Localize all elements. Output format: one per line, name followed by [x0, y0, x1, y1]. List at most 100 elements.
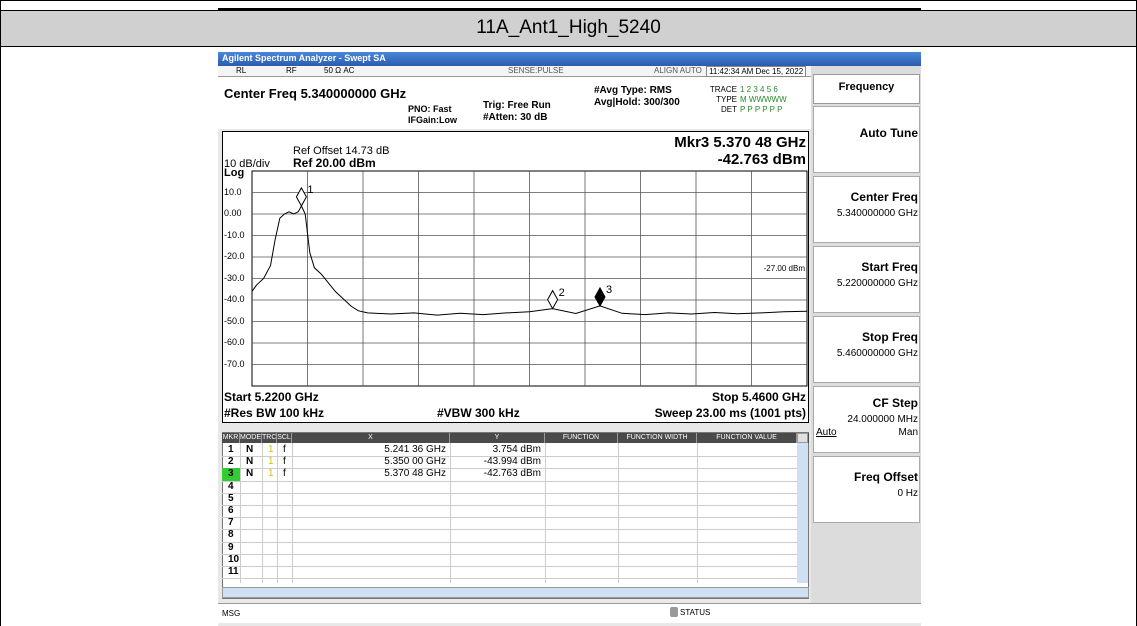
- status[interactable]: STATUS: [680, 608, 711, 617]
- type-label: TYPE: [716, 95, 737, 104]
- table-header-cell: MODE: [240, 433, 262, 443]
- softkey-label[interactable]: CF Step: [872, 396, 918, 410]
- softkey-title-box: [813, 74, 920, 104]
- trace-values: 1 2 3 4 5 6: [740, 85, 778, 94]
- table-column-line: [618, 443, 619, 583]
- softkey-label[interactable]: Start Freq: [861, 260, 918, 274]
- scale: 10 dB/div: [224, 158, 270, 170]
- status-bar: [218, 66, 811, 77]
- table-header-cell: TRC: [262, 433, 277, 443]
- softkey[interactable]: [813, 316, 920, 383]
- table-row-line: [222, 517, 797, 519]
- ref-level: Ref 20.00 dBm: [293, 156, 376, 170]
- table-cell: 1: [268, 468, 274, 480]
- y-tick-label: 10.0: [224, 186, 242, 197]
- selected-marker-cell: [222, 468, 240, 481]
- softkey-value[interactable]: 5.220000000 GHz: [836, 278, 918, 289]
- marker-label: 2: [558, 286, 565, 299]
- document-title: 11A_Ant1_High_5240: [476, 17, 661, 38]
- table-cell: -43.994 dBm: [483, 456, 541, 468]
- softkey-menu-title: Frequency: [838, 81, 895, 93]
- message-bar: [218, 603, 921, 623]
- softkey-label[interactable]: Stop Freq: [862, 330, 918, 344]
- ref-offset: Ref Offset 14.73 dB: [293, 145, 390, 157]
- table-header-cell: MKR: [222, 433, 240, 443]
- status-mode: RL: [236, 66, 247, 75]
- table-column-line: [545, 443, 546, 583]
- softkey-label[interactable]: Center Freq: [850, 190, 918, 204]
- softkey[interactable]: [813, 386, 920, 453]
- type-values: M WWWWW: [740, 95, 787, 104]
- det-label: DET: [721, 105, 737, 114]
- softkey-value[interactable]: 5.460000000 GHz: [836, 348, 918, 359]
- marker: [547, 289, 559, 310]
- softkey-value[interactable]: 5.340000000 GHz: [836, 208, 918, 219]
- y-tick-label: -50.0: [224, 315, 245, 326]
- marker-table-frame: [222, 432, 809, 599]
- table-row-line: [222, 541, 797, 543]
- table-cell: f: [283, 444, 286, 455]
- table-cell: 1: [228, 444, 234, 455]
- table-column-line: [697, 443, 698, 583]
- plot-frame: [222, 131, 809, 423]
- trace-label: TRACE: [709, 85, 737, 94]
- status-rf: RF: [286, 66, 297, 75]
- softkey-value[interactable]: 24.000000 MHz: [847, 414, 918, 425]
- status-impedance: 50 Ω AC: [324, 66, 355, 75]
- softkey[interactable]: [813, 176, 920, 243]
- display-line-label: -27.00 dBm: [763, 264, 805, 274]
- status-sense: SENSE:PULSE: [508, 66, 564, 75]
- softkey-option[interactable]: Man: [898, 427, 918, 438]
- y-tick-label: -60.0: [224, 337, 245, 347]
- softkey[interactable]: [813, 456, 920, 523]
- table-cell: 6: [228, 505, 234, 516]
- header-cell: [0, 10, 1137, 47]
- table-header-cell: X: [292, 433, 450, 443]
- stop-freq: Stop 5.4600 GHz: [711, 390, 806, 404]
- softkey[interactable]: [813, 246, 920, 313]
- trig: Trig: Free Run: [483, 100, 551, 111]
- table-cell: N: [246, 444, 254, 455]
- status-time: 11:42:34 AM Dec 15, 2022: [706, 66, 807, 77]
- table-row-line: [222, 480, 797, 482]
- avg-hold: Avg|Hold: 300/300: [594, 97, 680, 108]
- table-cell: 10: [228, 553, 240, 565]
- table-cell: 9: [228, 541, 234, 553]
- table-row-line: [222, 456, 797, 458]
- table-cell: 2: [228, 456, 234, 468]
- table-cell: -42.763 dBm: [483, 468, 541, 480]
- table-cell: 5.370 48 GHz: [384, 468, 446, 480]
- table-column-line: [277, 443, 278, 583]
- center-freq: Center Freq 5.340000000 GHz: [224, 86, 407, 101]
- vbw: #VBW 300 kHz: [437, 406, 520, 420]
- table-cell: 5: [228, 492, 234, 504]
- table-cell: 4: [228, 480, 234, 492]
- table-header-cell: FUNCTION: [545, 433, 618, 443]
- msg: MSG: [222, 609, 241, 618]
- table-header-cell: FUNCTION WIDTH: [618, 433, 697, 443]
- trace: [251, 204, 808, 316]
- softkey-label[interactable]: Freq Offset: [853, 470, 918, 484]
- scale-type: Log: [224, 167, 245, 179]
- table-header: [222, 433, 809, 443]
- table-header-cell: SCL: [277, 433, 292, 443]
- table-cell: 3: [228, 468, 234, 480]
- scrollbar-h: [222, 587, 809, 598]
- start-freq: Start 5.2200 GHz: [224, 390, 319, 404]
- marker: [295, 186, 307, 207]
- table-cell: 3.754 dBm: [492, 444, 541, 455]
- table-cell: N: [246, 456, 254, 468]
- softkey-option[interactable]: Auto: [816, 427, 837, 438]
- settings-area: [218, 77, 811, 129]
- softkey[interactable]: [813, 106, 920, 173]
- window-title: Agilent Spectrum Analyzer - Swept SA: [222, 53, 386, 63]
- softkey-value[interactable]: 0 Hz: [897, 488, 918, 499]
- table-column-line: [240, 443, 241, 583]
- window-title-bar: [218, 52, 921, 66]
- softkey-label[interactable]: Auto Tune: [859, 126, 918, 140]
- table-row-line: [222, 492, 797, 494]
- top-inner-rule: [218, 8, 921, 10]
- table-column-line: [262, 443, 263, 583]
